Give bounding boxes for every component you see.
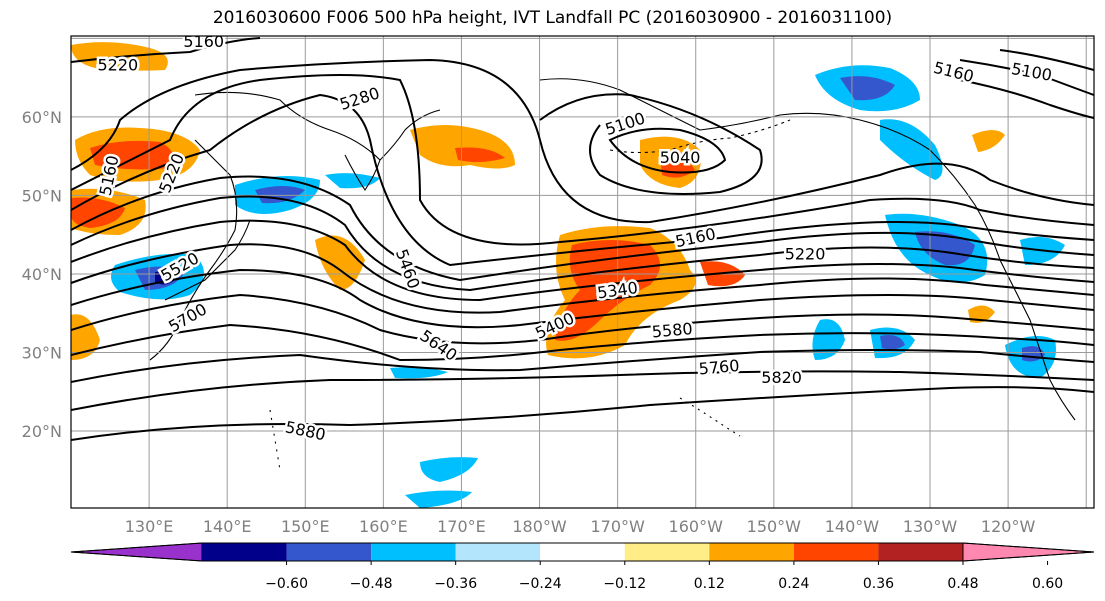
colorbar-low-extend — [70, 542, 203, 562]
colorbar-tick-label: 0.36 — [863, 576, 894, 592]
colorbar-segment — [540, 543, 625, 561]
shade-positive-kamchatka-core — [455, 147, 505, 163]
contour-label: 5040 — [660, 148, 701, 167]
map-frame — [70, 35, 1095, 509]
shade-negative-alaska-core — [840, 76, 895, 101]
contour-5460 — [71, 219, 1094, 302]
colorbar-segment — [709, 543, 794, 561]
contour-5100 — [71, 37, 1094, 195]
shade-positive-left-low — [71, 314, 100, 360]
contour-5760 — [71, 349, 1094, 383]
lat-tick-label: 40°N — [22, 265, 62, 284]
contour-label: 5580 — [651, 319, 693, 341]
colorbar-segment — [455, 543, 541, 561]
contour-upper-right — [959, 49, 1094, 119]
lon-tick-label: 150°E — [281, 517, 330, 536]
ivt-shading — [71, 42, 1065, 508]
colorbar-tick-label: −0.36 — [434, 576, 477, 592]
lon-tick-label: 140°E — [203, 517, 252, 536]
shade-positive-central-core — [555, 240, 660, 341]
colorbar-high-extend — [962, 542, 1095, 562]
lon-tick-label: 160°W — [669, 517, 724, 536]
contour-5280 — [71, 93, 1094, 267]
lat-tick-label: 20°N — [22, 422, 62, 441]
colorbar-outline — [70, 542, 1095, 562]
lon-tick-label: 120°W — [981, 517, 1036, 536]
contour-5820 — [71, 370, 1094, 411]
contour-5160 — [71, 58, 1094, 224]
shade-negative-trop3 — [405, 490, 472, 508]
lon-tick-label: 140°W — [825, 517, 880, 536]
contour-label: 5160 — [183, 32, 224, 51]
colorbar-segment — [878, 543, 963, 561]
lon-tick-label: 170°W — [590, 517, 645, 536]
colorbar-segment — [202, 543, 287, 561]
shade-positive-mid — [315, 235, 365, 290]
contour-label: 5220 — [97, 55, 138, 74]
colorbar-segment — [371, 543, 456, 561]
lon-tick-label: 160°E — [359, 517, 408, 536]
contour-5220 — [71, 74, 1094, 246]
lon-tick-label: 170°E — [437, 517, 486, 536]
contour-5400 — [71, 195, 1094, 292]
height-contours — [71, 37, 1094, 441]
contour-5580 — [71, 268, 1094, 329]
colorbar-segment — [624, 543, 710, 561]
coast-aleutians — [609, 119, 791, 154]
contour-5640 — [71, 293, 1094, 345]
shade-negative-trop2 — [420, 457, 478, 482]
colorbar-tick-label: 0.60 — [1032, 576, 1063, 592]
colorbar-segment — [286, 543, 372, 561]
lon-tick-label: 130°E — [125, 517, 174, 536]
shade-positive-bc — [972, 130, 1005, 152]
colorbar-tick-label: −0.24 — [519, 576, 562, 592]
contour-5700 — [71, 323, 1094, 362]
map-title: 2016030600 F006 500 hPa height, IVT Land… — [212, 8, 893, 28]
shade-negative-sub2-core — [880, 335, 905, 350]
lon-tick-label: 150°W — [747, 517, 802, 536]
contour-label: 5820 — [761, 368, 802, 387]
contour-5040 — [608, 127, 727, 174]
colorbar-tick-label: −0.48 — [350, 576, 393, 592]
shade-positive-left-core — [71, 197, 125, 228]
latitude-labels: 60°N 50°N 40°N 30°N 20°N — [22, 108, 62, 441]
colorbar-segment — [793, 543, 879, 561]
coast-japan — [164, 219, 251, 301]
lat-tick-label: 30°N — [22, 343, 62, 362]
colorbar-tick-label: 0.24 — [778, 576, 809, 592]
colorbar-tick-label: −0.60 — [265, 576, 308, 592]
gridlines — [71, 36, 1094, 508]
coast-asia-north — [194, 91, 441, 161]
colorbar-tick-label: 0.12 — [694, 576, 725, 592]
colorbar: −0.60 −0.48 −0.36 −0.24 −0.12 0.12 0.24 0.36 0.4… — [70, 542, 1095, 592]
lat-tick-label: 60°N — [22, 108, 62, 127]
shade-negative-kuril-core — [255, 186, 305, 204]
contour-label: 5760 — [698, 356, 740, 378]
shade-negative-trop1 — [390, 367, 448, 379]
contour-5520 — [71, 243, 1094, 314]
colorbar-tick-label: 0.48 — [947, 576, 978, 592]
contour-5340 — [71, 175, 1094, 282]
shade-negative-sea — [325, 173, 380, 189]
colorbar-tick-label: −0.12 — [603, 576, 646, 592]
contour-label: 5220 — [785, 245, 826, 264]
lon-tick-label: 180°W — [512, 517, 567, 536]
lat-tick-label: 50°N — [22, 186, 62, 205]
lon-tick-label: 130°W — [903, 517, 958, 536]
coast-hawaii — [679, 397, 741, 437]
longitude-labels: 130°E 140°E 150°E 160°E 170°E 180°W 170°W 160°W… — [125, 517, 1036, 536]
contour-5880 — [71, 386, 1094, 441]
